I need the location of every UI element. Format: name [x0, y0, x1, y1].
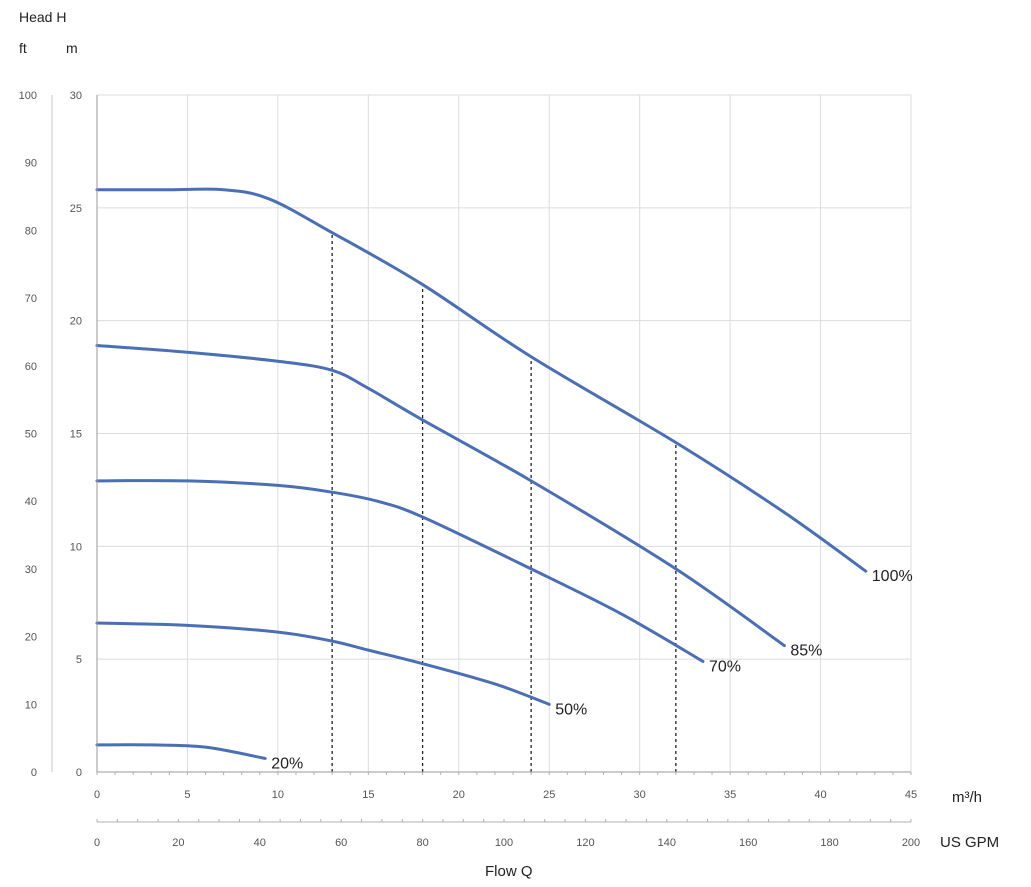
- y-unit-ft-label: ft: [19, 40, 27, 56]
- y-tick-label-ft: 90: [25, 158, 37, 170]
- y-tick-label-m: 5: [76, 654, 82, 666]
- x-tick-label-m3h: 45: [905, 789, 917, 801]
- x-tick-label-m3h: 40: [814, 789, 826, 801]
- x-tick-label-gpm: 140: [658, 837, 676, 849]
- x-tick-label-m3h: 35: [724, 789, 736, 801]
- x-tick-label-gpm: 80: [416, 837, 428, 849]
- x-tick-label-gpm: 40: [254, 837, 266, 849]
- labels: 0 5 10 15 20 25 30 35 40 450 20 40 60 80 100 120 140 160 1…: [19, 90, 1000, 851]
- series-line-85: [95, 343, 786, 648]
- x-tick-label-gpm: 200: [902, 837, 920, 849]
- series-label-85: 85%: [790, 643, 822, 660]
- x-tick-label-gpm: 100: [495, 837, 513, 849]
- y-axis-title: Head H: [19, 9, 67, 25]
- y-tick-label-ft: 10: [25, 699, 37, 711]
- series-label-70: 70%: [709, 658, 741, 675]
- series-label-50: 50%: [555, 701, 587, 718]
- y-tick-label-m: 30: [70, 90, 82, 102]
- y-tick-label-ft: 40: [25, 496, 37, 508]
- x-tick-label-m3h: 25: [543, 789, 555, 801]
- series-line-70: [95, 479, 705, 663]
- y-tick-label-m: 10: [70, 541, 82, 553]
- x-unit-gpm: US GPM: [940, 834, 999, 851]
- x-tick-label-gpm: 20: [172, 837, 184, 849]
- x-tick-label-gpm: 180: [820, 837, 838, 849]
- y-tick-label-m: 15: [70, 429, 82, 441]
- axes: [51, 95, 912, 823]
- x-axis-title: Flow Q: [485, 863, 533, 880]
- series-label-20: 20%: [271, 755, 303, 772]
- grid: [96, 94, 912, 773]
- y-tick-label-ft: 0: [31, 767, 37, 779]
- x-tick-label-m3h: 30: [634, 789, 646, 801]
- x-tick-label-m3h: 5: [184, 789, 190, 801]
- series-line-20: [95, 743, 267, 760]
- series-label-100: 100%: [872, 568, 913, 585]
- x-tick-label-m3h: 20: [453, 789, 465, 801]
- x-tick-label-m3h: 0: [94, 789, 100, 801]
- y-unit-m-label: m: [66, 40, 78, 56]
- y-tick-label-m: 0: [76, 767, 82, 779]
- x-tick-label-gpm: 60: [335, 837, 347, 849]
- y-tick-label-ft: 20: [25, 632, 37, 644]
- x-tick-label-gpm: 0: [94, 837, 100, 849]
- y-tick-label-ft: 60: [25, 361, 37, 373]
- x-tick-label-m3h: 15: [362, 789, 374, 801]
- y-tick-label-m: 20: [70, 316, 82, 328]
- y-tick-label-ft: 100: [19, 90, 37, 102]
- y-tick-label-ft: 30: [25, 564, 37, 576]
- y-tick-label-m: 25: [70, 203, 82, 215]
- x-tick-label-gpm: 160: [739, 837, 757, 849]
- x-unit-m3h: m³/h: [952, 789, 982, 806]
- y-tick-label-ft: 80: [25, 225, 37, 237]
- reference-lines: [331, 232, 677, 772]
- series-line-50: [95, 621, 551, 706]
- series-group: [95, 187, 868, 760]
- y-tick-label-ft: 50: [25, 429, 37, 441]
- y-tick-label-ft: 70: [25, 293, 37, 305]
- x-tick-label-m3h: 10: [272, 789, 284, 801]
- series-line-100: [95, 187, 868, 573]
- x-tick-label-gpm: 120: [576, 837, 594, 849]
